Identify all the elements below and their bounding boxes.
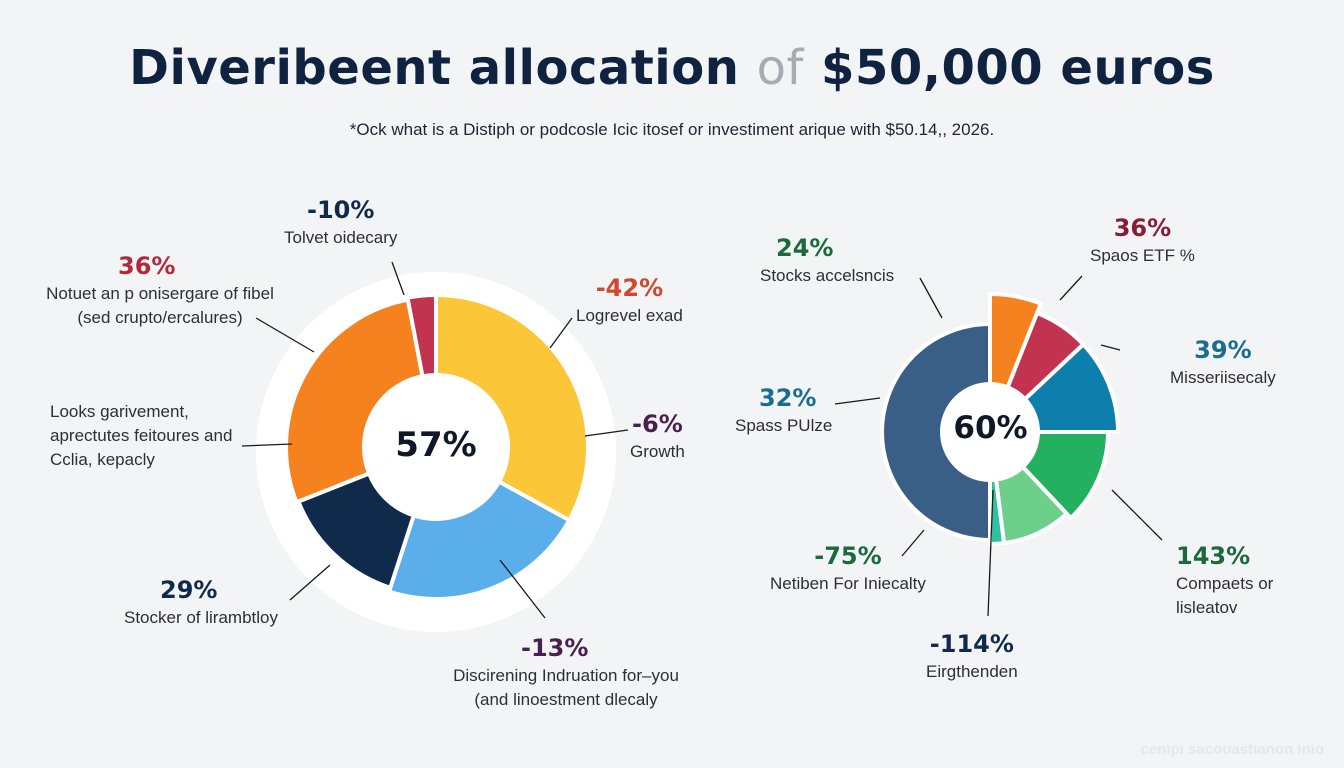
leader-line-11 xyxy=(901,529,925,557)
left-label-growth: -6% Growth xyxy=(630,408,685,464)
value-label: -6% xyxy=(632,410,683,438)
right-label-misseri: 39% Misseriisecaly xyxy=(1170,334,1276,390)
slice-label: Stocks accelsncis xyxy=(760,266,895,285)
left-label-looks: Looks garivement, aprectutes feitoures a… xyxy=(50,400,250,472)
slice-label: Eirgthenden xyxy=(926,662,1018,681)
slice-label: Notuet an p onisergare of fibel (sed cru… xyxy=(46,284,274,327)
slice-label: Looks garivement, aprectutes feitoures a… xyxy=(50,402,233,469)
value-label: 39% xyxy=(1194,336,1252,364)
chart1-center-hole xyxy=(364,375,508,519)
right-label-spass: 32% Spass PUlze xyxy=(735,382,832,438)
leader-line-3 xyxy=(584,429,629,437)
left-label-stocker: 29% Stocker of lirambtloy xyxy=(124,574,278,630)
leader-line-5 xyxy=(289,564,331,601)
left-label-logrevel: -42% Logrevel exad xyxy=(576,272,683,328)
left-label-discirening: -13% Discirening Indruation for–you (and … xyxy=(436,632,696,712)
leader-line-10 xyxy=(987,489,994,617)
value-label: 36% xyxy=(118,252,176,280)
right-label-compaets: 143% Compaets or lisleatov xyxy=(1176,540,1306,620)
slice-label: Netiben For Iniecalty xyxy=(770,574,926,593)
footer-watermark: cenipi sacouastianon inio xyxy=(1140,741,1324,758)
value-label: -13% xyxy=(521,634,589,662)
left-label-tolvet: -10% Tolvet oidecary xyxy=(284,194,397,250)
slice-label: Misseriisecaly xyxy=(1170,368,1276,387)
slice-label: Spass PUlze xyxy=(735,416,833,435)
title-part-3: $50,000 euros xyxy=(803,40,1215,96)
slice-label: Spaos ETF % xyxy=(1090,246,1195,265)
slice-label: Logrevel exad xyxy=(576,306,683,325)
title-part-1: Diveribeent allocation xyxy=(129,40,757,96)
slice-label: Stocker of lirambtloy xyxy=(124,608,278,627)
chart2-center-hole xyxy=(942,384,1038,480)
leader-line-13 xyxy=(919,277,943,319)
slice-label: Growth xyxy=(630,442,685,461)
value-label: -75% xyxy=(814,542,882,570)
leader-line-12 xyxy=(834,397,881,405)
right-label-netiben: -75% Netiben For Iniecalty xyxy=(770,540,926,596)
slice-label: Tolvet oidecary xyxy=(284,228,398,247)
leader-line-7 xyxy=(1059,275,1083,301)
leader-line-0 xyxy=(391,261,405,296)
slice-label: Compaets or lisleatov xyxy=(1176,574,1274,617)
value-label: 32% xyxy=(759,384,817,412)
right-label-eirgthenden: -114% Eirgthenden xyxy=(926,628,1018,684)
value-label: -42% xyxy=(595,274,664,302)
left-label-notuet: 36% Notuet an p onisergare of fibel (sed … xyxy=(30,250,290,330)
leader-line-2 xyxy=(549,317,573,349)
leader-line-8 xyxy=(1100,344,1121,351)
chart-title: Diveribeent allocation of $50,000 euros xyxy=(0,40,1344,96)
chart2-slice-3 xyxy=(1020,430,1111,521)
leader-line-9 xyxy=(1111,489,1163,541)
right-label-spaos: 36% Spaos ETF % xyxy=(1090,212,1195,268)
value-label: -114% xyxy=(929,630,1014,658)
value-label: 36% xyxy=(1113,214,1172,242)
right-center-label: 60% xyxy=(953,410,1028,446)
value-label: 24% xyxy=(776,234,834,262)
value-label: 143% xyxy=(1176,542,1251,570)
leader-line-4 xyxy=(499,559,546,619)
right-label-stocks: 24% Stocks accelsncis xyxy=(760,232,894,288)
title-part-2: of xyxy=(756,40,804,96)
value-label: -10% xyxy=(306,196,375,224)
left-center-label: 57% xyxy=(395,425,477,465)
value-label: 29% xyxy=(160,576,218,604)
leader-line-1 xyxy=(255,317,315,353)
leader-line-6 xyxy=(241,443,293,447)
chart-subtitle: *Ock what is a Distiph or podcosle Icic … xyxy=(349,120,995,139)
slice-label: Discirening Indruation for–you (and lino… xyxy=(453,666,679,709)
